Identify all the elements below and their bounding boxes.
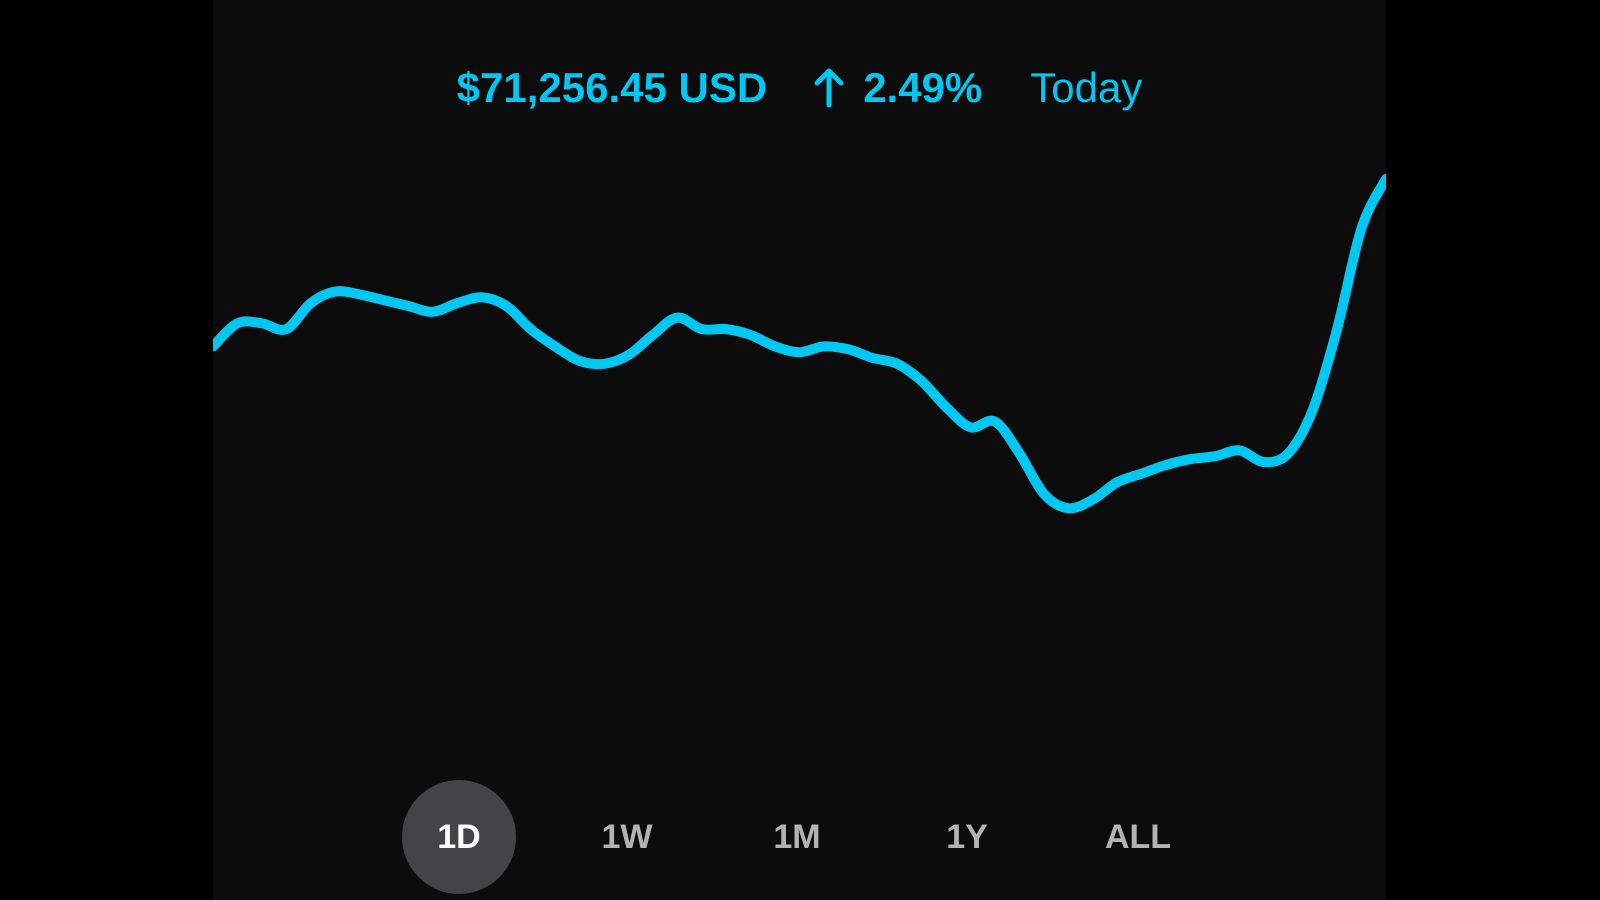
range-label-1d: 1D [437, 817, 481, 856]
range-button-1y[interactable]: 1Y [910, 780, 1024, 894]
range-selector: 1D 1W 1M 1Y ALL [213, 780, 1386, 900]
arrow-up-icon [814, 68, 844, 108]
range-button-1d[interactable]: 1D [402, 780, 516, 894]
chart-panel: $71,256.45 USD 2.49% Today 1D 1W 1M 1Y A… [213, 0, 1386, 900]
price-header: $71,256.45 USD 2.49% Today [213, 58, 1386, 118]
price-line [213, 173, 1386, 514]
range-label-1w: 1W [601, 817, 653, 856]
price-chart [213, 173, 1386, 514]
price-change: 2.49% [813, 64, 982, 112]
range-button-1w[interactable]: 1W [570, 780, 684, 894]
range-label-1y: 1Y [946, 817, 988, 856]
price-value: $71,256.45 USD [456, 64, 768, 111]
range-label-all: ALL [1104, 817, 1172, 856]
range-button-all[interactable]: ALL [1081, 780, 1195, 894]
range-label-1m: 1M [773, 817, 821, 856]
change-percent: 2.49% [863, 64, 983, 111]
period-label: Today [1030, 64, 1143, 111]
range-button-1m[interactable]: 1M [740, 780, 854, 894]
